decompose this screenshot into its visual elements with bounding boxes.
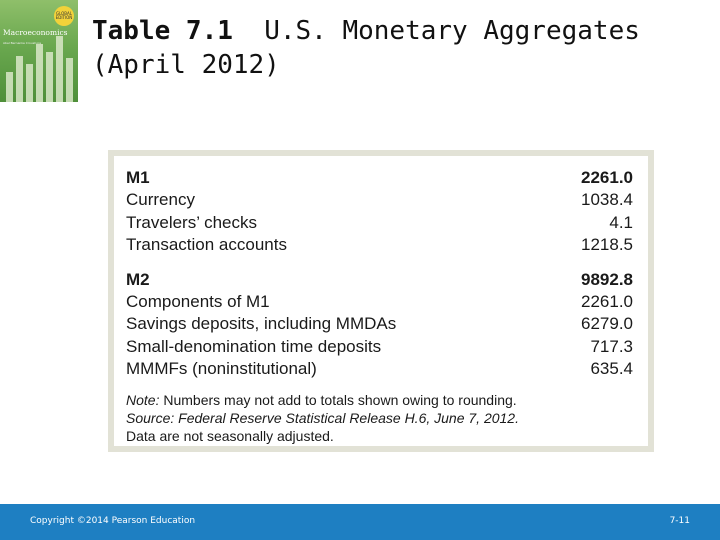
row-label: MMMFs (noninstitutional) [126, 359, 317, 379]
cover-bar-decoration [56, 36, 63, 102]
book-cover-image: GLOBAL EDITION Macroeconomics Abel Berna… [0, 0, 78, 102]
row-label: Travelers’ checks [126, 212, 257, 232]
row-value: 9892.8 [581, 269, 633, 289]
table-row: Small-denomination time deposits 717.3 [126, 336, 633, 358]
row-label: Small-denomination time deposits [126, 336, 382, 356]
cover-bar-decoration [66, 58, 73, 102]
row-value: 1218.5 [581, 235, 633, 255]
row-label: M2 [126, 269, 150, 289]
note-text: Numbers may not add to totals shown owin… [159, 391, 517, 408]
cover-bar-decoration [26, 64, 33, 102]
cover-bar-decoration [46, 52, 53, 102]
table-row: Currency 1038.4 [126, 189, 633, 211]
row-value: 635.4 [590, 359, 633, 379]
row-label: Components of M1 [126, 292, 270, 312]
note-line: Note: Numbers may not add to totals show… [126, 391, 633, 409]
row-label: Transaction accounts [126, 235, 287, 255]
source-line: Source: Federal Reserve Statistical Rele… [126, 409, 633, 427]
row-value: 1038.4 [581, 190, 633, 210]
row-label: Savings deposits, including MMDAs [126, 314, 397, 334]
slide-title: Table 7.1 U.S. Monetary Aggregates (Apri… [92, 14, 702, 82]
table-row: Components of M1 2261.0 [126, 291, 633, 313]
row-value: 4.1 [609, 212, 633, 232]
row-label: Currency [126, 190, 195, 210]
cover-bar-decoration [36, 44, 43, 102]
table-row-m1-total: M1 2261.0 [126, 167, 633, 189]
source-label: Source: [126, 409, 175, 426]
row-label: M1 [126, 168, 150, 187]
cover-edition-badge: GLOBAL EDITION [54, 6, 74, 26]
table-body: M1 2261.0 Currency 1038.4 Travelers’ che… [114, 156, 648, 446]
table-row: Transaction accounts 1218.5 [126, 234, 633, 256]
cover-title: Macroeconomics [3, 28, 68, 37]
section-gap [126, 257, 633, 269]
table-row: Travelers’ checks 4.1 [126, 212, 633, 234]
note-label: Note: [126, 391, 160, 408]
table-row: Savings deposits, including MMDAs 6279.0 [126, 313, 633, 335]
cover-author: Abel Bernanke Croushore [3, 41, 42, 45]
row-value: 2261.0 [581, 168, 633, 187]
footer-bar: Copyright ©2014 Pearson Education 7-11 [0, 504, 720, 540]
row-value: 717.3 [590, 336, 633, 356]
row-value: 2261.0 [581, 292, 633, 312]
copyright-text: Copyright ©2014 Pearson Education [30, 516, 196, 526]
page-number: 7-11 [669, 516, 690, 526]
row-value: 6279.0 [581, 314, 633, 334]
source-text: Federal Reserve Statistical Release H.6,… [174, 409, 519, 426]
table-row: MMMFs (noninstitutional) 635.4 [126, 358, 633, 380]
table-notes: Note: Numbers may not add to totals show… [126, 391, 633, 445]
adjustment-line: Data are not seasonally adjusted. [126, 427, 334, 444]
slide-title-label: Table 7.1 [92, 16, 233, 46]
slide-title-text: U.S. Monetary Aggregates (April 2012) [92, 16, 640, 80]
cover-bar-decoration [6, 72, 13, 102]
cover-bar-decoration [16, 56, 23, 102]
monetary-aggregates-table: M1 2261.0 Currency 1038.4 Travelers’ che… [108, 150, 654, 452]
table-row-m2-total: M2 9892.8 [126, 269, 633, 291]
